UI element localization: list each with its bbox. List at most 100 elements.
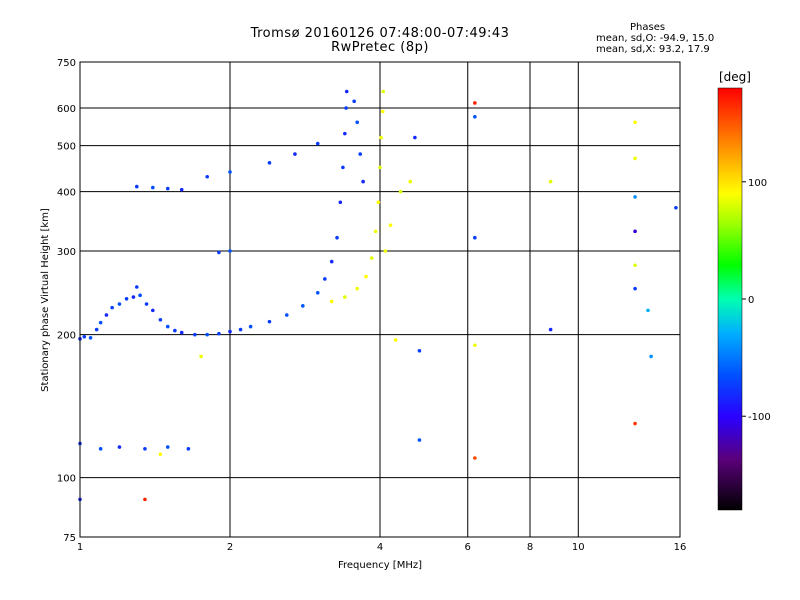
data-point <box>473 115 477 119</box>
data-point <box>548 179 553 184</box>
data-point <box>398 189 403 194</box>
data-point <box>267 161 272 165</box>
data-point <box>633 286 637 291</box>
data-point <box>633 421 637 426</box>
y-tick-label: 100 <box>57 474 76 485</box>
data-point <box>124 296 129 301</box>
data-point <box>293 152 297 156</box>
data-point <box>329 259 334 264</box>
x-tick-label: 1 <box>77 542 83 553</box>
data-point <box>473 456 477 460</box>
data-point <box>144 302 149 306</box>
data-point <box>131 295 136 299</box>
data-point <box>633 263 637 268</box>
data-point <box>380 109 385 114</box>
plot-frame <box>79 61 681 538</box>
data-point <box>344 106 348 110</box>
data-point <box>649 354 653 359</box>
data-point <box>364 274 368 279</box>
data-point <box>248 324 253 329</box>
data-point <box>473 101 477 105</box>
data-point <box>473 235 477 240</box>
colorbar-tick-label: 0 <box>748 295 754 306</box>
data-point <box>151 308 155 313</box>
data-point <box>267 319 272 324</box>
data-point <box>228 170 232 174</box>
data-point <box>158 317 163 322</box>
y-axis-ticks: 75 100 200 300 400 500 600 750 <box>57 58 76 544</box>
colorbar-tick-label: 100 <box>748 178 767 189</box>
y-tick-label: 750 <box>57 58 76 69</box>
data-point <box>408 179 413 184</box>
data-point <box>343 295 347 299</box>
data-point <box>158 452 163 457</box>
data-point <box>301 304 305 308</box>
data-point <box>143 447 147 451</box>
data-point <box>633 229 637 234</box>
x-tick-label: 8 <box>527 542 533 553</box>
data-point <box>376 200 381 205</box>
data-point <box>173 328 177 333</box>
data-point <box>417 348 422 353</box>
data-point <box>284 313 289 317</box>
x-tick-label: 2 <box>227 542 233 553</box>
data-point <box>633 156 637 161</box>
x-tick-label: 10 <box>572 542 585 553</box>
data-point <box>165 324 170 329</box>
data-point <box>217 250 221 255</box>
y-tick-label: 300 <box>57 247 76 258</box>
data-point <box>205 174 209 179</box>
data-point <box>179 330 184 335</box>
data-point <box>193 332 197 337</box>
data-point <box>473 343 477 348</box>
data-point <box>88 335 93 340</box>
data-point <box>205 332 209 337</box>
data-point <box>633 195 637 199</box>
data-point <box>151 185 155 190</box>
y-axis-label: Stationary phase Virtual Height [km] <box>40 208 51 392</box>
data-point <box>134 285 139 289</box>
data-point <box>134 184 139 189</box>
data-point <box>217 331 221 336</box>
data-point <box>674 205 678 210</box>
data-point <box>341 165 345 170</box>
data-point <box>633 120 637 125</box>
x-tick-label: 16 <box>674 542 687 553</box>
colorbar-tick-label: -100 <box>748 412 771 423</box>
y-tick-label: 500 <box>57 142 76 153</box>
y-tick-label: 75 <box>63 533 76 544</box>
data-point <box>361 179 365 184</box>
data-point <box>94 327 99 332</box>
data-point <box>548 327 553 332</box>
data-point <box>381 89 386 94</box>
colorbar-ticks: 100 0 -100 <box>742 178 771 423</box>
data-point <box>388 223 393 228</box>
data-points <box>78 89 678 502</box>
data-point <box>329 299 334 304</box>
data-point <box>338 200 343 205</box>
data-point <box>352 99 356 104</box>
phase-stats-x: mean, sd,X: 93.2, 17.9 <box>596 44 710 55</box>
x-axis-ticks: 1 2 4 6 8 10 16 <box>77 542 687 553</box>
data-point <box>646 308 650 313</box>
colorbar-unit-label: [deg] <box>719 70 751 84</box>
phase-stats-o: mean, sd,O: -94.9, 15.0 <box>596 33 715 44</box>
data-point <box>344 89 349 94</box>
data-point <box>238 327 243 332</box>
y-tick-label: 600 <box>57 104 76 115</box>
data-point <box>98 320 103 325</box>
data-point <box>143 497 147 502</box>
chart-subtitle: RwPretec (8p) <box>331 40 429 55</box>
data-point <box>179 187 184 192</box>
data-point <box>117 445 122 449</box>
chart-title: Tromsø 20160126 07:48:00-07:49:43 <box>250 26 510 41</box>
data-point <box>228 249 232 253</box>
data-point <box>228 329 232 334</box>
data-point <box>117 302 122 306</box>
data-point <box>369 256 374 260</box>
x-tick-label: 4 <box>377 542 383 553</box>
data-point <box>383 249 388 253</box>
phases-heading: Phases <box>630 22 666 33</box>
data-point <box>138 293 142 298</box>
data-point <box>355 120 359 125</box>
